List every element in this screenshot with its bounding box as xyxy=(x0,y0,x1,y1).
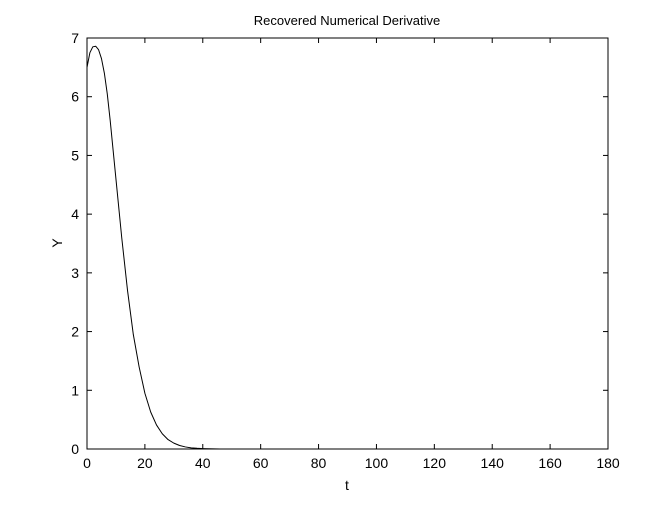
x-tick-label: 140 xyxy=(481,455,505,471)
x-tick-label: 180 xyxy=(596,455,620,471)
y-axis-label: Y xyxy=(49,238,65,248)
plot-area xyxy=(86,37,609,450)
x-tick-label: 60 xyxy=(253,455,269,471)
x-tick-label: 20 xyxy=(137,455,153,471)
y-tick-label: 1 xyxy=(71,382,79,398)
y-tick-label: 3 xyxy=(71,265,79,281)
y-tick-label: 4 xyxy=(71,206,79,222)
x-tick-label: 160 xyxy=(538,455,562,471)
x-axis-ticks: 0 20 40 60 80 100 120 140 160 180 xyxy=(83,38,620,471)
x-tick-label: 80 xyxy=(311,455,327,471)
chart-title: Recovered Numerical Derivative xyxy=(254,13,440,28)
y-axis-ticks: 0 1 2 3 4 5 6 7 xyxy=(71,30,608,457)
y-tick-label: 0 xyxy=(71,441,79,457)
y-tick-label: 2 xyxy=(71,324,79,340)
x-tick-label: 100 xyxy=(365,455,389,471)
y-tick-label: 5 xyxy=(71,147,79,163)
x-tick-label: 40 xyxy=(195,455,211,471)
y-tick-label: 6 xyxy=(71,89,79,105)
series-line xyxy=(86,45,608,450)
x-tick-label: 0 xyxy=(83,455,91,471)
x-tick-label: 120 xyxy=(423,455,447,471)
y-tick-label: 7 xyxy=(71,30,79,46)
series-layer xyxy=(86,45,608,450)
x-axis-label: t xyxy=(345,477,349,493)
